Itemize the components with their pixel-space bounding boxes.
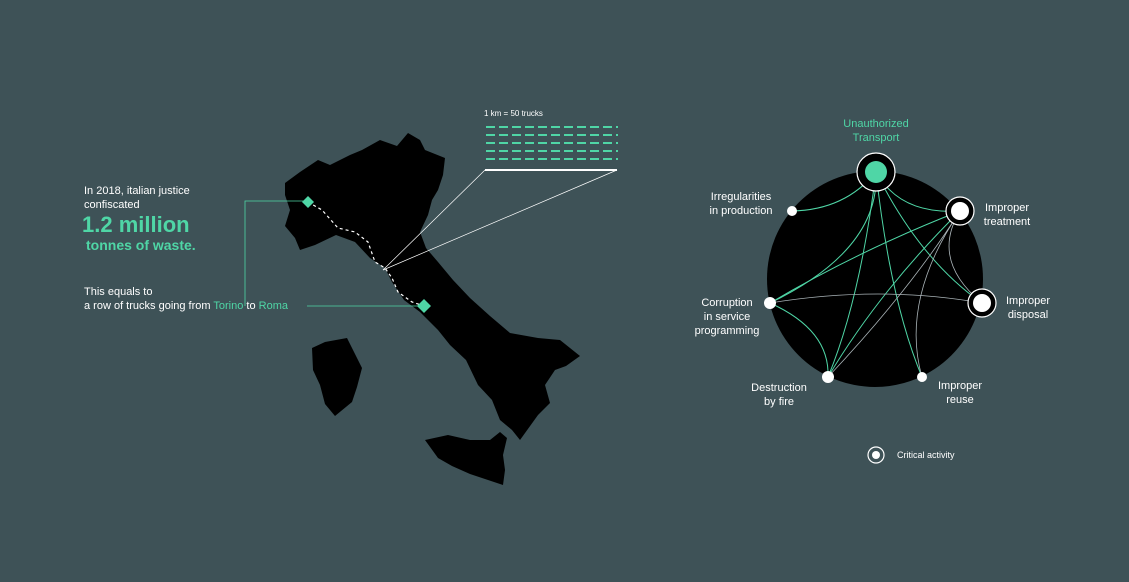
- equals-connector: to: [243, 300, 259, 312]
- node-improper-reuse: [917, 372, 927, 382]
- label-improper-disposal: Improper disposal: [1000, 294, 1056, 322]
- label-line: reuse: [946, 394, 974, 406]
- intro-line-2: confiscated: [84, 199, 140, 211]
- label-line: Improper: [937, 380, 983, 392]
- label-line: by fire: [764, 396, 794, 408]
- legend-label: Critical activity: [897, 450, 955, 460]
- route-line: [307, 201, 425, 307]
- waste-unit: tonnes of waste.: [86, 237, 196, 253]
- equals-prefix: a row of trucks going from: [84, 300, 214, 312]
- label-unauthorized-transport: Unauthorized Transport: [826, 117, 926, 145]
- label-destruction: Destruction by fire: [748, 381, 810, 409]
- zoom-line-right: [382, 169, 618, 271]
- label-line: in production: [709, 205, 773, 217]
- scale-label: 1 km = 50 trucks: [484, 109, 543, 118]
- origin-city: Torino: [213, 300, 244, 312]
- label-line: Unauthorized: [843, 118, 909, 130]
- label-line: in service: [703, 311, 751, 323]
- destination-city: Roma: [258, 300, 289, 312]
- equals-line-1: This equals to: [84, 286, 153, 298]
- label-line: Irregularities: [710, 191, 772, 203]
- roma-marker: [417, 299, 431, 313]
- label-line: disposal: [1007, 309, 1049, 321]
- italy-map: [285, 133, 580, 485]
- label-improper-reuse: Improper reuse: [930, 379, 990, 407]
- zoom-line-left: [382, 169, 486, 271]
- connector-intro: [244, 200, 308, 306]
- label-line: Transport: [852, 132, 900, 144]
- node-corruption: [764, 297, 776, 309]
- network-circle: [767, 171, 983, 387]
- label-line: treatment: [983, 216, 1031, 228]
- label-line: programming: [694, 325, 760, 337]
- label-line: Destruction: [751, 382, 807, 394]
- waste-amount: 1.2 million: [82, 212, 190, 237]
- label-irregularities: Irregularities in production: [694, 190, 788, 218]
- node-irregularities: [787, 206, 797, 216]
- node-destruction: [822, 371, 834, 383]
- legend-ring: [867, 446, 885, 464]
- label-line: Corruption: [701, 297, 753, 309]
- label-corruption: Corruption in service programming: [688, 296, 766, 338]
- torino-marker: [302, 196, 314, 208]
- legend-dot: [872, 451, 880, 459]
- label-improper-treatment: Improper treatment: [978, 201, 1036, 229]
- truck-scale: [486, 126, 618, 160]
- node-improper-disposal: [973, 294, 991, 312]
- intro-line-1: In 2018, italian justice: [84, 185, 190, 197]
- label-line: Improper: [1005, 295, 1051, 307]
- label-line: Improper: [984, 202, 1030, 214]
- equals-line-2: a row of trucks going from Torino to Rom…: [84, 299, 288, 313]
- node-improper-treatment: [951, 202, 969, 220]
- node-unauthorized-transport: [865, 161, 887, 183]
